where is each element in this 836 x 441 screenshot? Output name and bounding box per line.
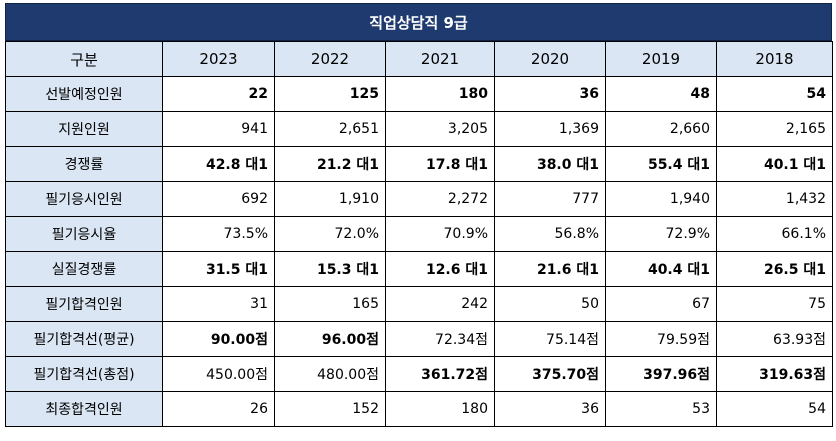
table-row: 필기응시율 73.5% 72.0% 70.9% 56.8% 72.9% 66.1… (5, 216, 833, 252)
row-label: 최종합격인원 (5, 391, 163, 427)
table-cell: 70.9% (385, 216, 495, 252)
table-row: 필기응시인원 692 1,910 2,272 777 1,940 1,432 (5, 181, 833, 217)
table-cell: 75.14점 (494, 321, 606, 357)
row-label: 실질경쟁률 (5, 251, 163, 287)
table-row: 선발예정인원 22 125 180 36 48 54 (5, 76, 833, 112)
row-label: 필기응시율 (5, 216, 163, 252)
table-cell: 26 (162, 391, 275, 427)
table-cell: 67 (605, 286, 717, 322)
table-cell: 1,432 (716, 181, 833, 217)
table-cell-highlighted: 90.00점 (162, 321, 275, 357)
table-row: 최종합격인원 26 152 180 36 53 54 (5, 391, 833, 427)
table-cell: 242 (385, 286, 495, 322)
table-row: 경쟁률 42.8 대1 21.2 대1 17.8 대1 38.0 대1 55.4… (5, 146, 833, 182)
table-cell: 54 (716, 76, 833, 112)
table-cell: 15.3 대1 (274, 251, 386, 287)
table-cell-highlighted: 319.63점 (716, 356, 833, 392)
table-row: 필기합격인원 31 165 242 50 67 75 (5, 286, 833, 322)
table-cell-highlighted: 96.00점 (274, 321, 386, 357)
table-cell: 3,205 (385, 111, 495, 147)
table-cell-highlighted: 375.70점 (494, 356, 606, 392)
table-cell: 2,272 (385, 181, 495, 217)
table-cell: 38.0 대1 (494, 146, 606, 182)
table-cell: 72.9% (605, 216, 717, 252)
header-cell-year: 2018 (716, 41, 833, 77)
table-cell: 1,940 (605, 181, 717, 217)
header-row: 구분 2023 2022 2021 2020 2019 2018 (5, 41, 833, 77)
table-cell-highlighted: 397.96점 (605, 356, 717, 392)
table-cell: 22 (162, 76, 275, 112)
table-cell: 450.00점 (162, 356, 275, 392)
table-cell: 66.1% (716, 216, 833, 252)
table-cell: 180 (385, 391, 495, 427)
table-cell: 165 (274, 286, 386, 322)
header-cell-year: 2022 (274, 41, 386, 77)
table-cell: 180 (385, 76, 495, 112)
header-cell-category: 구분 (5, 41, 163, 77)
table-cell: 36 (494, 76, 606, 112)
table-cell: 72.34점 (385, 321, 495, 357)
row-label: 필기합격인원 (5, 286, 163, 322)
table-cell: 777 (494, 181, 606, 217)
table-cell: 31.5 대1 (162, 251, 275, 287)
table-cell: 73.5% (162, 216, 275, 252)
table-cell: 692 (162, 181, 275, 217)
table-cell: 79.59점 (605, 321, 717, 357)
table-title: 직업상담직 9급 (5, 3, 832, 41)
table-cell: 21.6 대1 (494, 251, 606, 287)
table-cell: 53 (605, 391, 717, 427)
header-cell-year: 2021 (385, 41, 495, 77)
table-cell: 2,660 (605, 111, 717, 147)
table-cell: 2,651 (274, 111, 386, 147)
row-label: 경쟁률 (5, 146, 163, 182)
table-cell: 125 (274, 76, 386, 112)
table-cell: 12.6 대1 (385, 251, 495, 287)
table-cell: 54 (716, 391, 833, 427)
table-cell-highlighted: 361.72점 (385, 356, 495, 392)
header-cell-year: 2020 (494, 41, 606, 77)
table-row: 지원인원 941 2,651 3,205 1,369 2,660 2,165 (5, 111, 833, 147)
data-table: 구분 2023 2022 2021 2020 2019 2018 선발예정인원 … (5, 41, 833, 427)
header-cell-year: 2019 (605, 41, 717, 77)
table-row: 필기합격선(총점) 450.00점 480.00점 361.72점 375.70… (5, 356, 833, 392)
table-cell: 75 (716, 286, 833, 322)
table-cell: 40.4 대1 (605, 251, 717, 287)
row-label: 선발예정인원 (5, 76, 163, 112)
table-cell: 63.93점 (716, 321, 833, 357)
table-frame: 직업상담직 9급 구분 2023 2022 2021 2020 2019 201… (5, 3, 833, 438)
row-label: 필기합격선(평균) (5, 321, 163, 357)
table-cell: 50 (494, 286, 606, 322)
table-cell: 17.8 대1 (385, 146, 495, 182)
header-cell-year: 2023 (162, 41, 275, 77)
table-cell: 941 (162, 111, 275, 147)
table-cell: 31 (162, 286, 275, 322)
table-cell: 48 (605, 76, 717, 112)
row-label: 지원인원 (5, 111, 163, 147)
table-cell: 1,369 (494, 111, 606, 147)
table-cell: 480.00점 (274, 356, 386, 392)
table-cell: 36 (494, 391, 606, 427)
table-cell: 26.5 대1 (716, 251, 833, 287)
table-cell: 152 (274, 391, 386, 427)
table-cell: 55.4 대1 (605, 146, 717, 182)
table-cell: 1,910 (274, 181, 386, 217)
table-cell: 72.0% (274, 216, 386, 252)
row-label: 필기응시인원 (5, 181, 163, 217)
table-cell: 40.1 대1 (716, 146, 833, 182)
table-row: 필기합격선(평균) 90.00점 96.00점 72.34점 75.14점 79… (5, 321, 833, 357)
table-row: 실질경쟁률 31.5 대1 15.3 대1 12.6 대1 21.6 대1 40… (5, 251, 833, 287)
table-cell: 56.8% (494, 216, 606, 252)
table-cell: 2,165 (716, 111, 833, 147)
row-label: 필기합격선(총점) (5, 356, 163, 392)
table-cell: 42.8 대1 (162, 146, 275, 182)
table-cell: 21.2 대1 (274, 146, 386, 182)
